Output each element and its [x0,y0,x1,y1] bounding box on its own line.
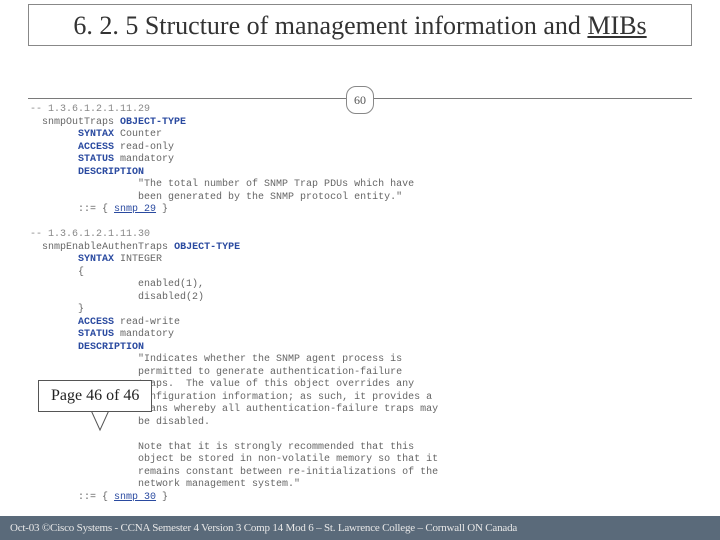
kw-access: ACCESS [78,142,114,153]
section-number: 6. 2. 5 [73,11,138,40]
obj2-name: snmpEnableAuthenTraps [42,242,168,253]
obj2-note-l2: object be stored in non-volatile memory … [138,454,438,465]
obj2-desc-l2: permitted to generate authentication-fai… [138,367,402,378]
kw-syntax2: SYNTAX [78,254,114,265]
title-underlined: MIBs [587,11,646,40]
obj2-assign: snmp 30 [114,492,156,503]
mib-code-block: -- 1.3.6.1.2.1.11.29 snmpOutTraps OBJECT… [30,104,700,504]
obj1-status: mandatory [120,154,174,165]
obj2-note-l3: remains constant between re-initializati… [138,467,438,478]
obj2-syntax: INTEGER [120,254,162,265]
footer-bar: Oct-03 ©Cisco Systems - CCNA Semester 4 … [0,516,720,540]
obj1-syntax: Counter [120,129,162,140]
callout-arrow-icon [90,408,120,438]
title-box: 6. 2. 5 Structure of management informat… [28,4,692,46]
kw-object-type: OBJECT-TYPE [120,117,186,128]
obj2-desc-l3: traps. The value of this object override… [138,379,414,390]
obj1-name: snmpOutTraps [42,117,114,128]
obj1-desc-l2: been generated by the SNMP protocol enti… [138,192,402,203]
slide: 6. 2. 5 Structure of management informat… [0,0,720,540]
slide-title: 6. 2. 5 Structure of management informat… [39,11,681,41]
page-indicator-text: Page 46 of 46 [51,387,139,404]
obj2-note-l4: network management system." [138,479,300,490]
obj2-desc-l5: means whereby all authentication-failure… [138,404,438,415]
kw-description: DESCRIPTION [78,167,144,178]
obj2-enum2: disabled(2) [138,292,204,303]
oid1-comment: -- 1.3.6.1.2.1.11.29 [30,104,150,115]
obj2-note-l1: Note that it is strongly recommended tha… [138,442,414,453]
obj2-status: mandatory [120,329,174,340]
obj1-desc-l1: "The total number of SNMP Trap PDUs whic… [138,179,414,190]
kw-syntax: SYNTAX [78,129,114,140]
title-rest: Structure of management information and [145,11,588,40]
obj2-desc-l6: be disabled. [138,417,210,428]
kw-description2: DESCRIPTION [78,342,144,353]
obj1-assign: snmp 29 [114,204,156,215]
kw-status2: STATUS [78,329,114,340]
obj1-access: read-only [120,142,174,153]
obj2-desc-l4: configuration information; as such, it p… [138,392,432,403]
kw-object-type2: OBJECT-TYPE [174,242,240,253]
kw-access2: ACCESS [78,317,114,328]
obj2-access: read-write [120,317,180,328]
page-indicator-box: Page 46 of 46 [38,380,152,412]
obj2-desc-l1: "Indicates whether the SNMP agent proces… [138,354,402,365]
footer-text: Oct-03 ©Cisco Systems - CCNA Semester 4 … [10,522,517,534]
oid2-comment: -- 1.3.6.1.2.1.11.30 [30,229,150,240]
obj2-enum1: enabled(1), [138,279,204,290]
kw-status: STATUS [78,154,114,165]
